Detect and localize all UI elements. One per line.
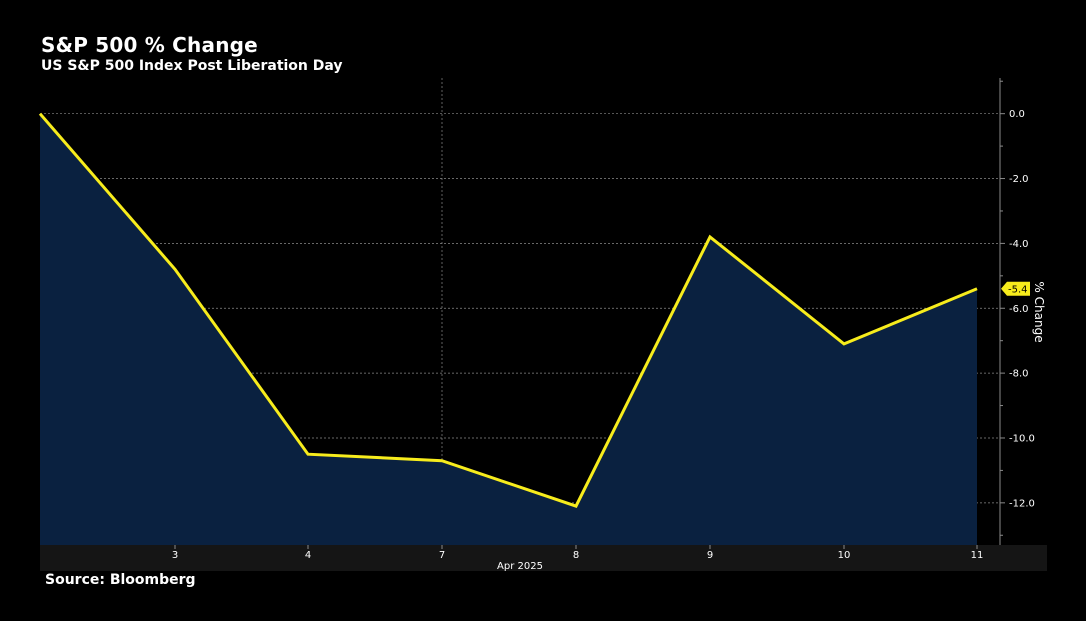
- last-value-badge: -5.4: [1001, 281, 1030, 296]
- chart-subtitle: US S&P 500 Index Post Liberation Day: [41, 58, 343, 74]
- last-value-label: -5.4: [1008, 284, 1028, 295]
- x-tick-label: 3: [172, 550, 178, 561]
- x-tick-label: 10: [838, 550, 851, 561]
- y-tick-label: -6.0: [1009, 304, 1029, 315]
- y-axis-label: % Change: [1032, 281, 1046, 342]
- chart-title: S&P 500 % Change: [41, 33, 258, 57]
- x-tick-label: 11: [971, 550, 984, 561]
- y-axis: 0.0 -2.0 -4.0 -6.0 -8.0 -10.0 -12.0: [999, 78, 1035, 545]
- area-fill: [40, 113, 977, 545]
- y-tick-label: -2.0: [1009, 174, 1029, 185]
- x-tick-label: 4: [305, 550, 311, 561]
- y-tick-label: -10.0: [1009, 433, 1035, 444]
- y-tick-label: -8.0: [1009, 369, 1029, 380]
- x-axis-month-label: Apr 2025: [497, 561, 543, 572]
- y-tick-label: -4.0: [1009, 239, 1029, 250]
- x-tick-label: 9: [707, 550, 713, 561]
- last-value-badge-bg: [1001, 281, 1030, 296]
- x-tick-label: 8: [573, 550, 579, 561]
- x-axis-strip: [40, 545, 1047, 571]
- source-note: Source: Bloomberg: [45, 572, 196, 588]
- x-axis: 3 4 7 8 9 10 11: [172, 545, 984, 561]
- y-tick-label: -12.0: [1009, 498, 1035, 509]
- x-tick-label: 7: [439, 550, 445, 561]
- series-line: [38, 112, 978, 508]
- y-tick-label: 0.0: [1009, 109, 1025, 120]
